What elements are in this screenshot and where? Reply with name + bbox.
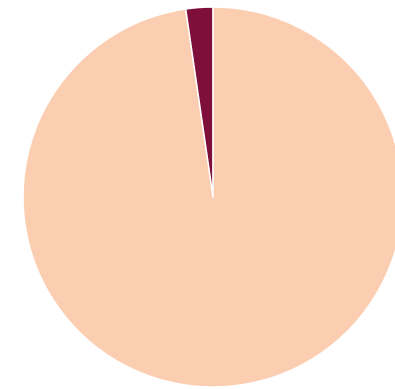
pie-slice-2: [22, 6, 395, 388]
